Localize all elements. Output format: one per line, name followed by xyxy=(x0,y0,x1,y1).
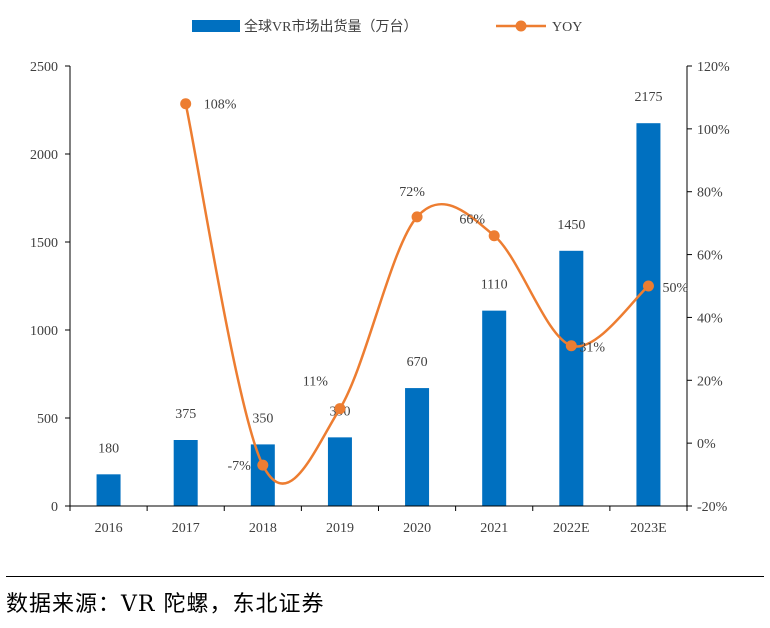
source-divider xyxy=(6,576,764,577)
source-note: 数据来源：VR 陀螺，东北证券 xyxy=(6,592,325,617)
yoy-line xyxy=(184,103,650,485)
right-tick-label: 40% xyxy=(697,311,723,326)
left-tick-label: 2000 xyxy=(30,148,58,163)
bar-2016 xyxy=(96,474,121,506)
legend-line-label: YOY xyxy=(552,20,582,35)
chart: 0 500 1000 1500 2000 2500 -20% 0% 20% 40% 60% 80% 10… xyxy=(30,18,730,536)
right-tick-label: 100% xyxy=(697,123,730,138)
x-tick-label-2023E: 2023E xyxy=(630,521,667,536)
right-tick-label: -20% xyxy=(697,500,728,515)
yoy-point-2020 xyxy=(411,211,423,223)
yoy-point-2023E xyxy=(642,280,654,292)
legend-line-marker xyxy=(515,20,527,32)
x-tick-label-2018: 2018 xyxy=(249,521,277,536)
x-tick-label-2017: 2017 xyxy=(172,521,200,536)
left-tick-label: 1000 xyxy=(30,324,58,339)
bar-2022E xyxy=(559,250,584,506)
bar-value-label: 1450 xyxy=(557,218,585,233)
right-tick-label: 80% xyxy=(697,186,723,201)
bar-value-label: 670 xyxy=(407,355,428,370)
bar-value-label: 1110 xyxy=(481,278,508,293)
x-tick-label-2019: 2019 xyxy=(326,521,354,536)
legend-bar-label: 全球VR市场出货量（万台） xyxy=(244,18,417,35)
x-tick-label-2016: 2016 xyxy=(95,521,123,536)
yoy-point-2019 xyxy=(334,403,346,415)
bar-value-label: 375 xyxy=(175,407,196,422)
bar-value-label: 2175 xyxy=(634,90,662,105)
bar-2021 xyxy=(482,310,507,506)
yoy-point-2022E xyxy=(565,340,577,352)
yoy-point-2017 xyxy=(180,98,192,110)
bar-2023E xyxy=(636,123,661,506)
bar-2020 xyxy=(405,388,430,506)
yoy-value-label: 108% xyxy=(204,98,237,113)
bar-2018 xyxy=(250,444,275,506)
left-tick-label: 500 xyxy=(37,412,58,427)
bar-value-label: 180 xyxy=(98,441,119,456)
yoy-point-2018 xyxy=(257,459,269,471)
yoy-value-label: 31% xyxy=(579,341,605,356)
x-tick-label-2022E: 2022E xyxy=(553,521,590,536)
yoy-value-label: 50% xyxy=(662,281,688,296)
yoy-value-label: -7% xyxy=(227,459,251,474)
right-tick-label: 0% xyxy=(697,437,716,452)
x-tick-label-2020: 2020 xyxy=(403,521,431,536)
yoy-point-2021 xyxy=(488,230,500,242)
right-tick-label: 20% xyxy=(697,374,723,389)
x-tick-label-2021: 2021 xyxy=(480,521,508,536)
left-tick-label: 2500 xyxy=(30,60,58,75)
bar-2017 xyxy=(173,440,198,506)
yoy-value-label: 11% xyxy=(303,375,328,390)
bar-2019 xyxy=(327,437,352,506)
yoy-value-label: 72% xyxy=(399,185,425,200)
legend-bar-swatch xyxy=(192,20,240,32)
left-tick-label: 1500 xyxy=(30,236,58,251)
left-tick-label: 0 xyxy=(51,500,58,515)
right-tick-label: 120% xyxy=(697,60,730,75)
right-tick-label: 60% xyxy=(697,249,723,264)
yoy-value-label: 66% xyxy=(459,213,485,228)
bar-value-label: 350 xyxy=(252,411,273,426)
